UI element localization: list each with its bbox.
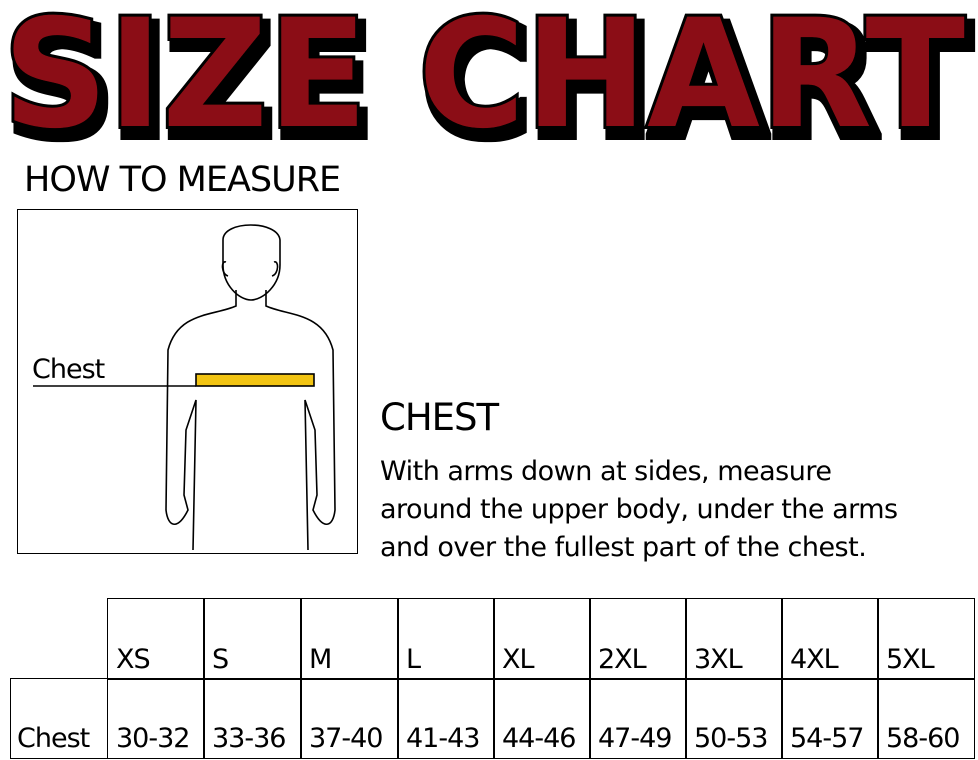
size-header-5xl: 5XL xyxy=(877,598,975,680)
how-to-measure-heading: HOW TO MEASURE xyxy=(24,160,341,200)
title-text: SIZE CHART xyxy=(3,0,965,150)
measure-figure xyxy=(17,209,358,554)
chest-value-4xl: 54-57 xyxy=(781,678,879,759)
size-chart-title: SIZE CHART xyxy=(0,0,968,150)
size-header-xs: XS xyxy=(107,598,205,680)
figure-chest-label: Chest xyxy=(32,354,105,385)
chest-value-l: 41-43 xyxy=(397,678,495,759)
chest-value-2xl: 47-49 xyxy=(589,678,687,759)
size-header-s: S xyxy=(203,598,302,680)
measuring-tape xyxy=(195,373,315,387)
chest-heading: CHEST xyxy=(380,396,499,439)
instruction-line: With arms down at sides, measure xyxy=(380,456,832,487)
size-header-2xl: 2XL xyxy=(589,598,687,680)
chest-value-m: 37-40 xyxy=(300,678,399,759)
chest-value-3xl: 50-53 xyxy=(685,678,783,759)
size-header-4xl: 4XL xyxy=(781,598,879,680)
body-outline-illustration xyxy=(33,224,336,551)
chest-value-s: 33-36 xyxy=(203,678,302,759)
size-header-3xl: 3XL xyxy=(685,598,783,680)
row-label-chest: Chest xyxy=(10,678,108,759)
chest-instructions: With arms down at sides, measure around … xyxy=(380,453,978,567)
size-header-xl: XL xyxy=(493,598,591,680)
chest-value-xl: 44-46 xyxy=(493,678,591,759)
size-header-l: L xyxy=(397,598,495,680)
instruction-line: and over the fullest part of the chest. xyxy=(380,532,867,563)
size-header-m: M xyxy=(300,598,399,680)
chest-value-5xl: 58-60 xyxy=(877,678,975,759)
chest-value-xs: 30-32 xyxy=(107,678,205,759)
instruction-line: around the upper body, under the arms xyxy=(380,494,898,525)
